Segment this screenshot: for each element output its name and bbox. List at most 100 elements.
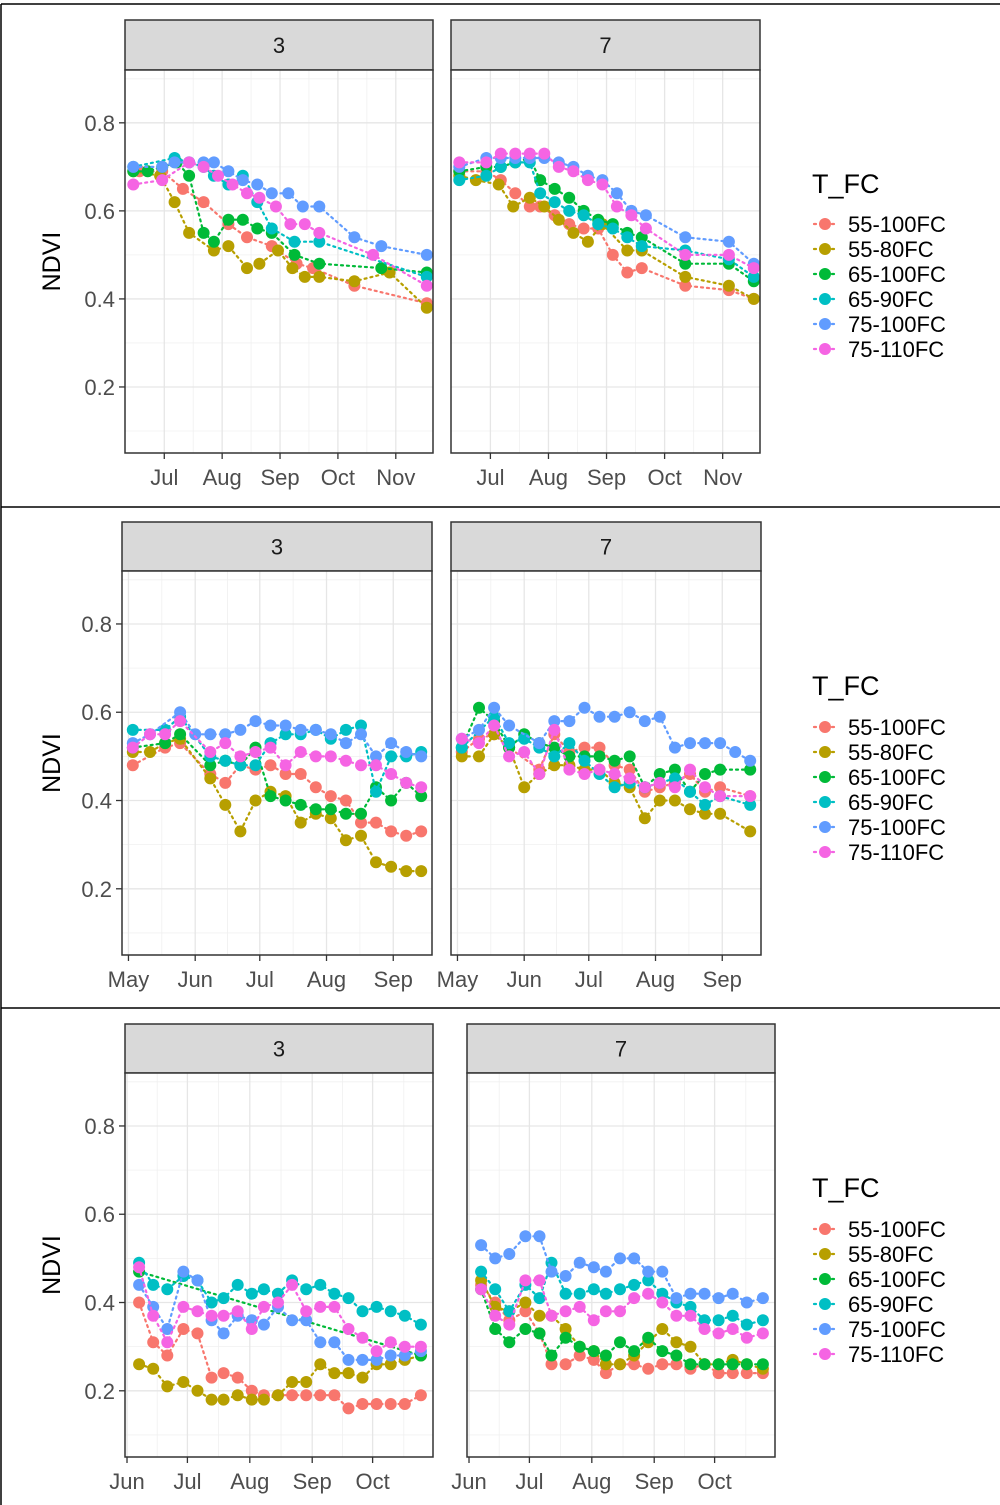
data-point <box>144 746 156 758</box>
legend-label: 75-100FC <box>848 815 946 840</box>
panel-border <box>121 570 433 956</box>
charts-layer: NDVI 3 Jul Aug Sep Oct Nov 0.2 0.4 0.6 0.8 7 Jul Aug S… <box>38 19 946 1494</box>
x-tick-label: Sep <box>587 465 626 490</box>
data-point <box>339 754 352 767</box>
data-point <box>726 1367 739 1380</box>
data-point <box>324 790 337 803</box>
data-point <box>264 719 277 732</box>
series-line <box>132 161 428 256</box>
legend-title: T_FC <box>812 169 880 199</box>
data-point <box>638 715 651 728</box>
data-point <box>684 737 696 750</box>
data-point <box>219 728 232 741</box>
data-point <box>197 160 210 173</box>
panel-background <box>125 70 433 453</box>
data-point <box>492 178 505 191</box>
data-point <box>191 1305 204 1318</box>
data-point <box>288 248 301 261</box>
data-point <box>222 213 235 226</box>
y-tick-label: 0.2 <box>84 1379 115 1404</box>
y-tick-label: 0.4 <box>84 1291 115 1316</box>
data-point <box>294 723 307 736</box>
data-point <box>563 715 576 728</box>
data-point <box>231 1389 244 1402</box>
x-tick-label: Oct <box>697 1469 731 1494</box>
data-point <box>714 763 727 776</box>
panel-border <box>466 1072 776 1458</box>
data-point <box>385 750 398 763</box>
data-point <box>599 1265 612 1278</box>
data-point <box>234 750 247 763</box>
data-point <box>205 1296 218 1309</box>
data-point <box>398 1340 411 1353</box>
facet-strip-label: 3 <box>273 1037 285 1062</box>
data-point <box>621 231 634 244</box>
data-point <box>309 723 322 736</box>
series-65-90FC <box>475 1256 769 1331</box>
data-point <box>251 222 264 235</box>
data-point <box>174 728 187 741</box>
chart-1: NDVI 3 Jul Aug Sep Oct Nov 0.2 0.4 0.6 0.8 7 Jul Aug S… <box>38 19 946 490</box>
data-point <box>269 200 282 213</box>
y-tick-label: 0.6 <box>84 199 115 224</box>
data-point <box>503 737 516 750</box>
data-point <box>670 1358 683 1371</box>
legend-label: 65-90FC <box>848 287 934 312</box>
data-point <box>489 1323 502 1335</box>
data-point <box>356 1353 369 1366</box>
data-point <box>222 165 235 178</box>
data-point <box>219 798 232 811</box>
data-point <box>384 1398 397 1410</box>
data-point <box>207 156 220 169</box>
data-point <box>249 746 262 758</box>
data-point <box>623 750 636 763</box>
data-point <box>414 1318 427 1331</box>
data-point <box>279 728 292 741</box>
data-point <box>698 1314 711 1327</box>
data-point <box>548 741 561 754</box>
data-point <box>488 710 501 723</box>
facet-panel-7: 7 Jun Jul Aug Sep Oct <box>451 1023 776 1494</box>
data-point <box>279 759 292 772</box>
data-point <box>328 1300 341 1313</box>
data-point <box>684 1309 697 1322</box>
data-point <box>356 1305 369 1318</box>
data-point <box>339 834 352 847</box>
data-point <box>212 169 224 182</box>
legend-key-point <box>819 343 831 355</box>
data-point <box>533 1230 546 1243</box>
data-point <box>455 732 468 745</box>
series-75-110FC <box>475 1274 769 1344</box>
data-point <box>314 1300 327 1313</box>
facet-strip <box>450 521 762 572</box>
data-point <box>147 1309 160 1322</box>
data-point <box>578 768 591 780</box>
data-point <box>548 715 561 728</box>
data-point <box>599 1349 612 1362</box>
data-point <box>177 1300 190 1313</box>
data-point <box>577 209 590 222</box>
data-point <box>670 1292 683 1305</box>
data-point <box>656 1296 669 1309</box>
data-point <box>183 156 196 169</box>
legend-label: 65-90FC <box>848 1292 934 1317</box>
series-75-110FC <box>127 156 433 292</box>
x-tick-label: Aug <box>307 967 346 992</box>
data-point <box>156 160 169 173</box>
facet-strip <box>124 1023 434 1074</box>
data-point <box>314 1278 327 1291</box>
data-point <box>204 746 217 758</box>
series-75-100FC <box>475 1230 769 1309</box>
x-tick-label: Nov <box>703 465 742 490</box>
data-point <box>356 1371 369 1384</box>
x-tick-label: Oct <box>321 465 355 490</box>
data-point <box>698 1358 711 1371</box>
data-point <box>147 1278 160 1291</box>
data-point <box>712 1327 725 1340</box>
x-tick-label: Jul <box>515 1469 543 1494</box>
data-point <box>324 803 337 816</box>
data-point <box>133 1358 146 1371</box>
data-point <box>241 187 253 200</box>
data-point <box>573 1287 586 1300</box>
data-point <box>183 169 196 182</box>
